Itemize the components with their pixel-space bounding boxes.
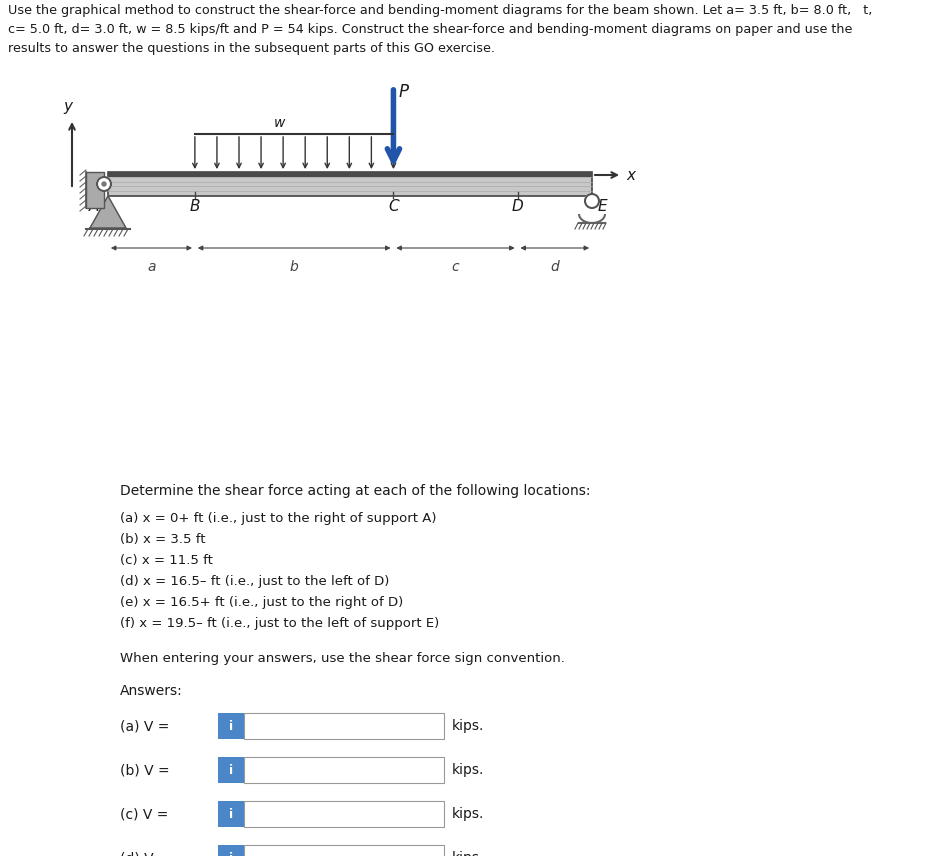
Text: kips.: kips. [452, 763, 485, 777]
Bar [86, 172, 104, 208]
Circle shape [97, 177, 111, 191]
Text: E: E [597, 199, 606, 214]
Text: A: A [89, 199, 99, 214]
Text: results to answer the questions in the subsequent parts of this GO exercise.: results to answer the questions in the s… [8, 42, 495, 55]
Text: kips.: kips. [452, 807, 485, 821]
Text: (f) x = 19.5– ft (i.e., just to the left of support E): (f) x = 19.5– ft (i.e., just to the left… [120, 617, 439, 630]
Bar [244, 757, 444, 783]
Text: (a) x = 0+ ft (i.e., just to the right of support A): (a) x = 0+ ft (i.e., just to the right o… [120, 512, 437, 525]
Text: i: i [228, 720, 233, 733]
Text: (a) V =: (a) V = [120, 719, 174, 733]
Text: (e) x = 16.5+ ft (i.e., just to the right of D): (e) x = 16.5+ ft (i.e., just to the righ… [120, 596, 404, 609]
Bar [218, 713, 244, 739]
Bar [108, 172, 592, 196]
Text: a: a [148, 260, 156, 274]
Circle shape [585, 194, 599, 208]
Bar [244, 801, 444, 827]
Bar [108, 172, 592, 177]
Text: Answers:: Answers: [120, 684, 183, 698]
Bar [244, 713, 444, 739]
Text: x: x [626, 168, 635, 182]
Bar [244, 845, 444, 856]
Bar [218, 801, 244, 827]
Bar [218, 757, 244, 783]
Text: c: c [451, 260, 459, 274]
Text: C: C [388, 199, 399, 214]
Text: y: y [64, 99, 72, 114]
Text: (c) V =: (c) V = [120, 807, 172, 821]
Text: i: i [228, 852, 233, 856]
Text: When entering your answers, use the shear force sign convention.: When entering your answers, use the shea… [120, 652, 565, 665]
Text: kips.: kips. [452, 851, 485, 856]
Text: (c) x = 11.5 ft: (c) x = 11.5 ft [120, 554, 213, 567]
Text: Use the graphical method to construct the shear-force and bending-moment diagram: Use the graphical method to construct th… [8, 4, 872, 17]
Bar [218, 845, 244, 856]
Text: kips.: kips. [452, 719, 485, 733]
Text: (d) x = 16.5– ft (i.e., just to the left of D): (d) x = 16.5– ft (i.e., just to the left… [120, 575, 389, 588]
Text: d: d [550, 260, 559, 274]
Circle shape [102, 182, 106, 186]
Text: Determine the shear force acting at each of the following locations:: Determine the shear force acting at each… [120, 484, 590, 498]
Text: c= 5.0 ft, d= 3.0 ft, w = 8.5 kips/ft and P = 54 kips. Construct the shear-force: c= 5.0 ft, d= 3.0 ft, w = 8.5 kips/ft an… [8, 23, 852, 36]
Text: B: B [189, 199, 200, 214]
Text: w: w [273, 116, 285, 130]
Text: (b) V =: (b) V = [120, 763, 174, 777]
Text: i: i [228, 807, 233, 821]
Text: i: i [228, 764, 233, 776]
Text: b: b [289, 260, 299, 274]
Text: (b) x = 3.5 ft: (b) x = 3.5 ft [120, 533, 206, 546]
Polygon shape [90, 196, 126, 228]
Text: D: D [511, 199, 524, 214]
Text: (d) V =: (d) V = [120, 851, 174, 856]
Text: P: P [399, 83, 408, 101]
